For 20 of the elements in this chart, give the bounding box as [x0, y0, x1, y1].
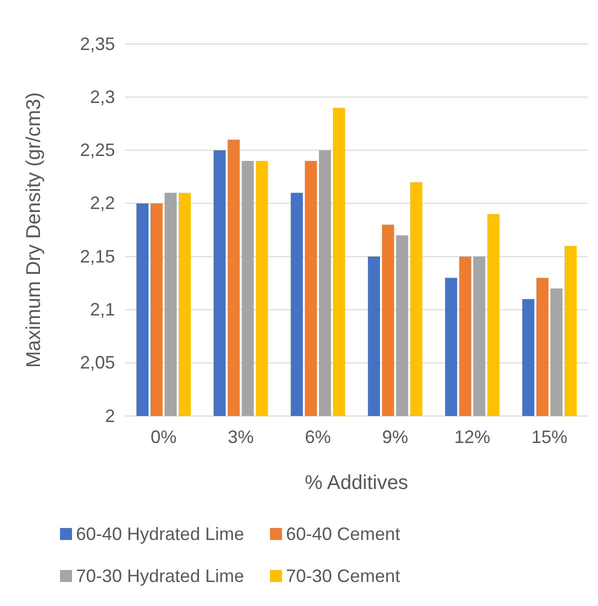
- x-tick-label: 6%: [304, 426, 331, 447]
- y-tick-label: 2,05: [80, 352, 115, 373]
- x-tick-label: 0%: [150, 426, 177, 447]
- y-tick-label: 2: [104, 406, 115, 426]
- y-tick-label: 2,2: [90, 193, 115, 214]
- legend-label: 70-30 Cement: [286, 566, 400, 586]
- legend-label: 70-30 Hydrated Lime: [76, 566, 244, 586]
- y-tick-label: 2,1: [90, 299, 115, 320]
- y-tick-label: 2,3: [90, 86, 115, 107]
- x-tick-label: 9%: [382, 426, 408, 447]
- y-axis-title: Maximum Dry Density (gr/cm3): [23, 92, 45, 368]
- y-tick-label: 2,35: [80, 34, 115, 54]
- legend-label: 60-40 Hydrated Lime: [76, 524, 244, 544]
- legend-label: 60-40 Cement: [286, 524, 400, 544]
- x-tick-label: 3%: [228, 426, 254, 447]
- x-tick-label: 12%: [454, 426, 490, 447]
- x-axis-title: % Additives: [304, 472, 408, 494]
- y-tick-label: 2,15: [80, 246, 115, 266]
- y-tick-label: 2,25: [80, 140, 115, 160]
- x-tick-label: 15%: [531, 426, 568, 447]
